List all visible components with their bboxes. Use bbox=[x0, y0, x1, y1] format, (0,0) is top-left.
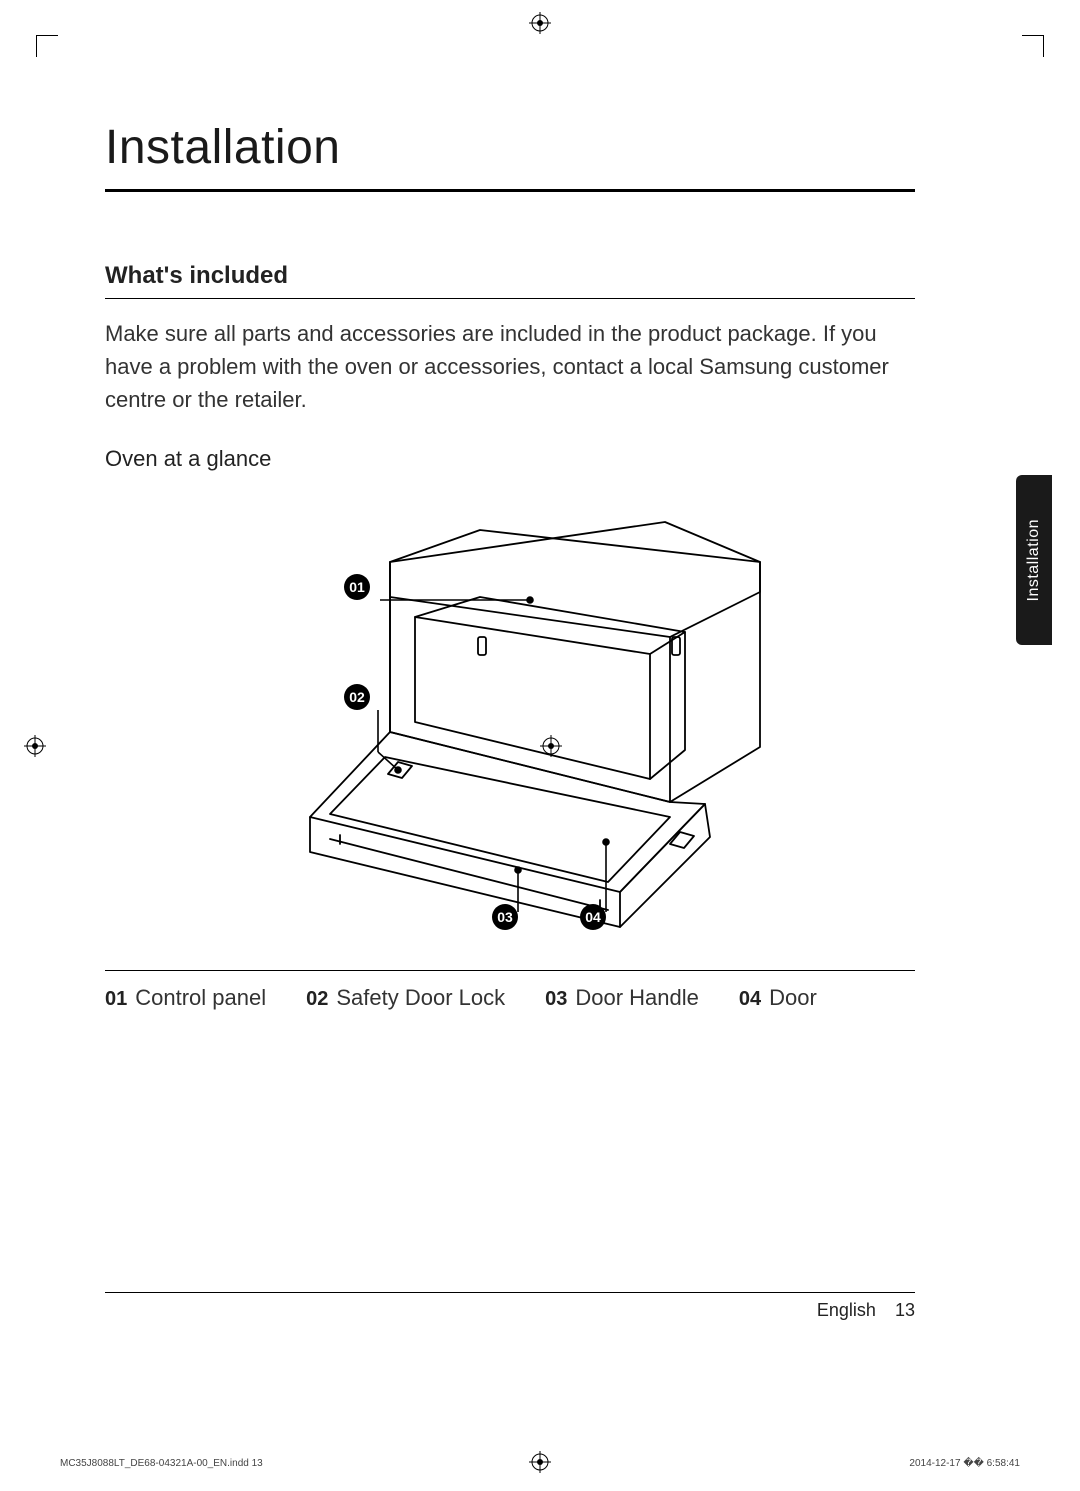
footer-page-number: 13 bbox=[895, 1300, 915, 1320]
oven-illustration bbox=[230, 492, 790, 952]
diagram-container: 01 02 03 04 bbox=[105, 492, 915, 952]
legend: 01 Control panel 02 Safety Door Lock 03 Door … bbox=[105, 985, 915, 1011]
crop-mark bbox=[1043, 35, 1044, 57]
legend-item: 02 Safety Door Lock bbox=[306, 985, 505, 1011]
callout-marker: 04 bbox=[580, 904, 606, 930]
footer: English 13 bbox=[817, 1300, 915, 1321]
intro-paragraph: Make sure all parts and accessories are … bbox=[105, 317, 915, 416]
callout-marker: 03 bbox=[492, 904, 518, 930]
legend-rule bbox=[105, 970, 915, 971]
registration-mark-icon bbox=[529, 1451, 551, 1473]
crop-mark bbox=[36, 35, 58, 36]
legend-label: Safety Door Lock bbox=[336, 985, 505, 1011]
oven-diagram: 01 02 03 04 bbox=[230, 492, 790, 952]
section-tab: Installation bbox=[1016, 475, 1052, 645]
callout-marker: 02 bbox=[344, 684, 370, 710]
legend-label: Door bbox=[769, 985, 817, 1011]
crop-mark bbox=[36, 35, 37, 57]
registration-mark-icon bbox=[529, 12, 551, 34]
registration-mark-icon bbox=[24, 735, 46, 757]
heading-rule bbox=[105, 189, 915, 192]
legend-item: 04 Door bbox=[739, 985, 817, 1011]
page-content: Installation What's included Make sure a… bbox=[105, 120, 915, 1011]
section-heading: What's included bbox=[105, 262, 915, 290]
section-tab-label: Installation bbox=[1025, 519, 1043, 602]
legend-label: Door Handle bbox=[575, 985, 699, 1011]
legend-number: 01 bbox=[105, 988, 127, 1011]
legend-number: 02 bbox=[306, 988, 328, 1011]
footer-rule bbox=[105, 1292, 915, 1293]
legend-item: 03 Door Handle bbox=[545, 985, 699, 1011]
legend-label: Control panel bbox=[135, 985, 266, 1011]
page-title: Installation bbox=[105, 120, 915, 175]
crop-mark bbox=[1022, 35, 1044, 36]
subsection-heading: Oven at a glance bbox=[105, 446, 915, 472]
legend-number: 03 bbox=[545, 988, 567, 1011]
legend-number: 04 bbox=[739, 988, 761, 1011]
print-slug-left: MC35J8088LT_DE68-04321A-00_EN.indd 13 bbox=[60, 1458, 263, 1469]
print-slug-right: 2014-12-17 �� 6:58:41 bbox=[909, 1458, 1020, 1469]
footer-language: English bbox=[817, 1300, 876, 1320]
section-rule bbox=[105, 298, 915, 299]
callout-marker: 01 bbox=[344, 574, 370, 600]
legend-item: 01 Control panel bbox=[105, 985, 266, 1011]
